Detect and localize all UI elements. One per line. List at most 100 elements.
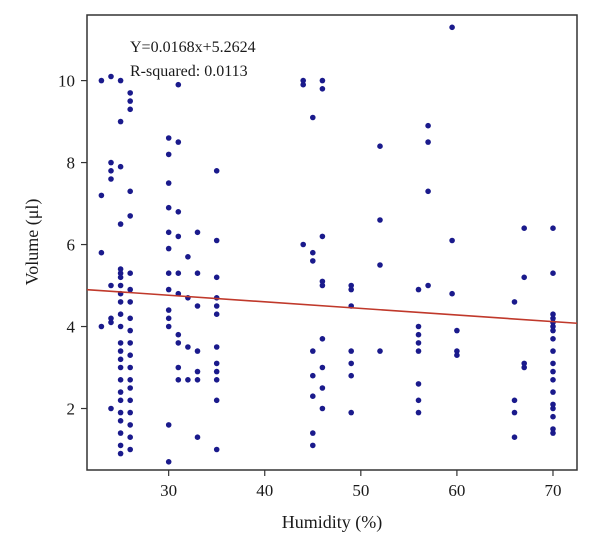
- data-point: [425, 122, 431, 129]
- data-point: [310, 249, 316, 256]
- y-tick-label: 4: [67, 318, 76, 337]
- data-point: [185, 253, 191, 260]
- data-point: [98, 192, 105, 199]
- data-point: [213, 344, 220, 350]
- data-point: [165, 459, 172, 465]
- data-point: [117, 77, 124, 84]
- data-point: [98, 249, 105, 256]
- data-point: [127, 409, 133, 416]
- data-point: [194, 270, 201, 277]
- data-point: [310, 393, 316, 400]
- data-point: [117, 418, 124, 424]
- data-point: [550, 323, 556, 330]
- data-point: [127, 385, 133, 391]
- data-point: [310, 430, 316, 436]
- x-tick-label: 40: [256, 481, 273, 500]
- data-point: [348, 372, 355, 379]
- data-point: [310, 258, 316, 264]
- data-point: [550, 401, 556, 408]
- regression-equation: Y=0.0168x+5.2624: [130, 39, 256, 56]
- data-point: [550, 225, 556, 231]
- data-point: [117, 266, 124, 272]
- data-point: [521, 364, 527, 371]
- data-point: [454, 352, 460, 359]
- x-tick-label: 70: [544, 481, 561, 500]
- data-point: [165, 151, 172, 158]
- data-point: [348, 348, 355, 354]
- data-point: [550, 430, 556, 436]
- data-point: [319, 336, 326, 342]
- data-point: [117, 323, 124, 330]
- data-point: [550, 413, 556, 420]
- data-point: [415, 409, 422, 416]
- data-point: [108, 159, 114, 166]
- data-point: [117, 118, 124, 125]
- data-point: [319, 77, 326, 84]
- data-point: [108, 168, 114, 174]
- data-point: [377, 143, 383, 149]
- data-point: [117, 356, 124, 363]
- data-point: [319, 86, 326, 92]
- data-point: [521, 225, 527, 231]
- data-point: [194, 303, 201, 309]
- data-point: [117, 364, 124, 371]
- data-point: [127, 352, 133, 359]
- data-point: [165, 229, 172, 236]
- data-point: [425, 139, 431, 145]
- data-point: [550, 377, 556, 383]
- data-point: [521, 360, 527, 367]
- data-point: [165, 315, 172, 322]
- data-point: [117, 299, 124, 305]
- data-point: [185, 377, 191, 383]
- data-point: [550, 389, 556, 395]
- data-point: [194, 434, 201, 441]
- data-point: [117, 377, 124, 383]
- data-point: [213, 446, 220, 453]
- data-point: [310, 442, 316, 449]
- data-point: [165, 323, 172, 330]
- y-tick-label: 6: [67, 236, 76, 255]
- data-point: [348, 409, 355, 416]
- data-point: [449, 290, 455, 297]
- data-point: [127, 377, 133, 383]
- data-point: [449, 24, 455, 31]
- data-point: [127, 286, 133, 293]
- data-point: [108, 176, 114, 182]
- data-point: [415, 323, 422, 330]
- data-point: [117, 397, 124, 404]
- data-point: [310, 348, 316, 354]
- data-point: [213, 168, 220, 174]
- data-point: [175, 340, 182, 346]
- data-point: [213, 377, 220, 383]
- data-point: [319, 364, 326, 371]
- x-tick-label: 50: [352, 481, 369, 500]
- data-point: [117, 442, 124, 449]
- data-point: [511, 299, 518, 305]
- plot-frame: [86, 14, 578, 471]
- data-point: [454, 327, 460, 334]
- x-axis-title: Humidity (%): [282, 512, 383, 533]
- data-point: [127, 213, 133, 219]
- data-point: [319, 233, 326, 240]
- data-point: [511, 397, 518, 404]
- data-point: [449, 237, 455, 244]
- data-point: [348, 360, 355, 367]
- data-point: [319, 405, 326, 412]
- data-point: [175, 209, 182, 215]
- data-point: [521, 274, 527, 281]
- data-point: [213, 311, 220, 318]
- data-point: [165, 422, 172, 428]
- data-point: [127, 188, 133, 195]
- data-point: [194, 229, 201, 236]
- data-point: [108, 315, 114, 322]
- x-tick-label: 60: [448, 481, 465, 500]
- data-point: [98, 323, 105, 330]
- data-point: [377, 348, 383, 354]
- data-point: [117, 389, 124, 395]
- data-point: [175, 377, 182, 383]
- data-points: [98, 24, 556, 465]
- data-point: [415, 397, 422, 404]
- data-point: [175, 139, 182, 145]
- data-point: [108, 73, 114, 80]
